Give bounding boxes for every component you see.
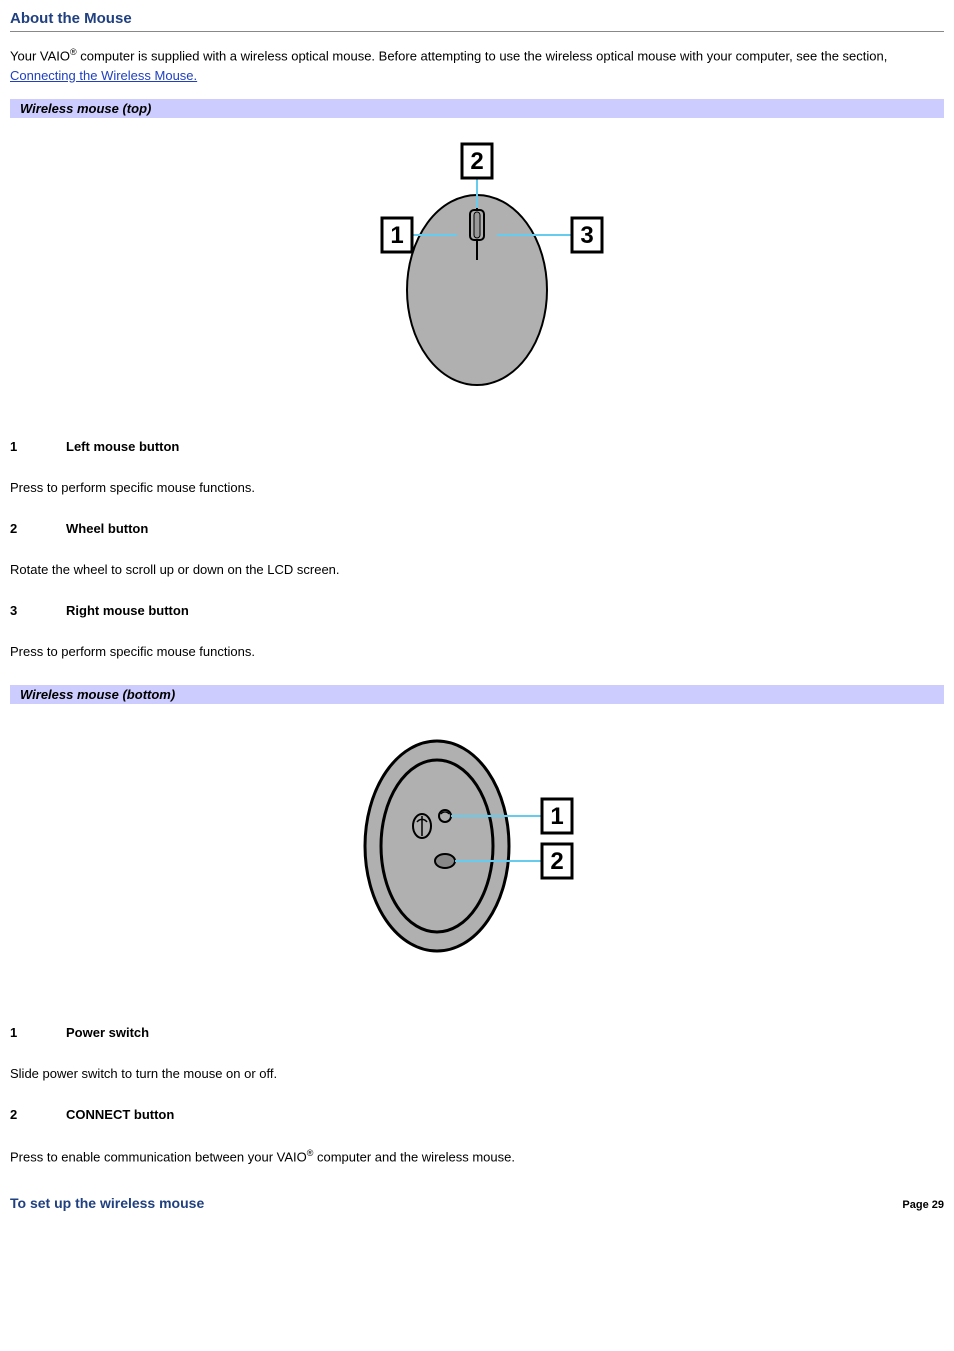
intro-pre: Your VAIO [10, 48, 70, 63]
bottom-item-2-desc: Press to enable communication between yo… [10, 1148, 944, 1164]
bottom-item-1-desc: Slide power switch to turn the mouse on … [10, 1066, 944, 1081]
intro-paragraph: Your VAIO® computer is supplied with a w… [10, 46, 944, 85]
page-title: About the Mouse [10, 10, 944, 32]
top-item-2-desc: Rotate the wheel to scroll up or down on… [10, 562, 944, 577]
top-item-3: 3 Right mouse button [10, 603, 944, 618]
callout-1: 1 [390, 222, 403, 249]
item-label: Power switch [66, 1025, 149, 1040]
item-label: CONNECT button [66, 1107, 174, 1122]
bottom-item-1: 1 Power switch [10, 1025, 944, 1040]
callout-2: 2 [470, 148, 483, 175]
top-item-3-desc: Press to perform specific mouse function… [10, 644, 944, 659]
desc-pre: Press to enable communication between yo… [10, 1150, 307, 1165]
callout-3: 3 [580, 222, 593, 249]
callout-b1: 1 [550, 803, 563, 830]
mouse-bottom-diagram: 1 2 [10, 710, 944, 999]
bottom-section-bar: Wireless mouse (bottom) [10, 685, 944, 704]
top-section-bar: Wireless mouse (top) [10, 99, 944, 118]
item-number: 3 [10, 603, 66, 618]
item-label: Left mouse button [66, 439, 179, 454]
footer: To set up the wireless mouse Page 29 [10, 1195, 944, 1211]
top-item-1-desc: Press to perform specific mouse function… [10, 480, 944, 495]
page-number: Page 29 [902, 1199, 944, 1211]
mouse-top-diagram: 1 2 3 [10, 124, 944, 413]
footer-heading: To set up the wireless mouse [10, 1195, 204, 1211]
item-label: Right mouse button [66, 603, 189, 618]
item-number: 1 [10, 439, 66, 454]
bottom-item-2: 2 CONNECT button [10, 1107, 944, 1122]
callout-b2: 2 [550, 848, 563, 875]
intro-mid: computer is supplied with a wireless opt… [77, 48, 888, 63]
desc-post: computer and the wireless mouse. [313, 1150, 515, 1165]
top-item-1: 1 Left mouse button [10, 439, 944, 454]
item-number: 1 [10, 1025, 66, 1040]
registered-mark: ® [70, 47, 77, 57]
top-item-2: 2 Wheel button [10, 521, 944, 536]
item-number: 2 [10, 521, 66, 536]
connecting-mouse-link[interactable]: Connecting the Wireless Mouse. [10, 68, 197, 83]
item-label: Wheel button [66, 521, 148, 536]
item-number: 2 [10, 1107, 66, 1122]
